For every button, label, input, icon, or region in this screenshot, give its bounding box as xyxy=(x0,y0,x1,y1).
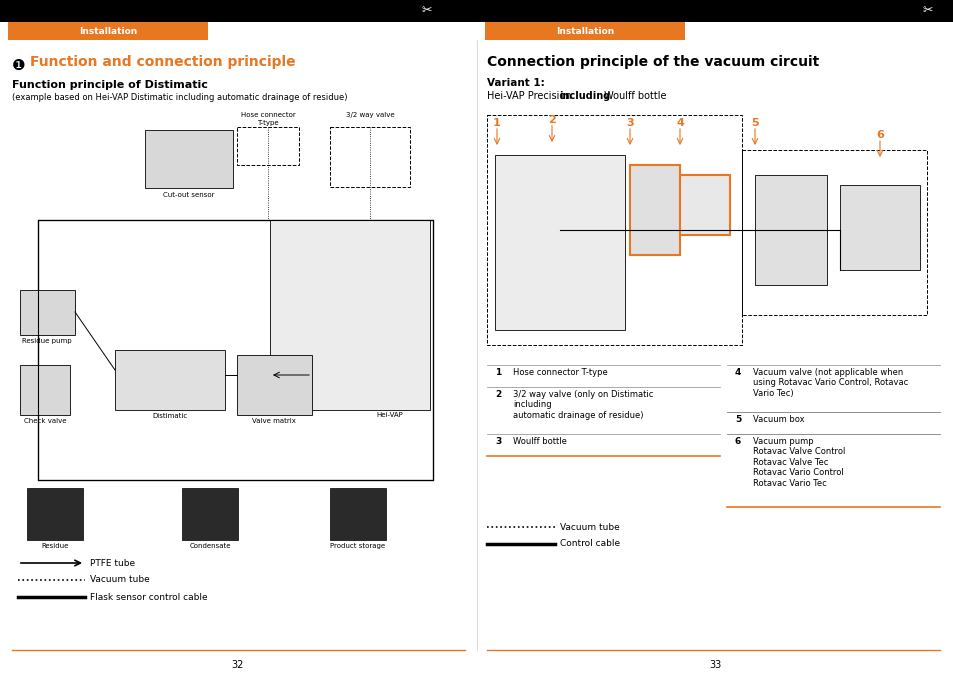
Text: Vacuum pump
Rotavac Valve Control
Rotavac Valve Tec
Rotavac Vario Control
Rotava: Vacuum pump Rotavac Valve Control Rotava… xyxy=(752,437,844,487)
Text: Function and connection principle: Function and connection principle xyxy=(30,55,295,69)
Text: Check valve: Check valve xyxy=(24,418,66,424)
Text: 5: 5 xyxy=(750,118,758,128)
Bar xyxy=(679,175,729,235)
Text: Vacuum box: Vacuum box xyxy=(752,415,803,424)
Text: ✂: ✂ xyxy=(420,5,432,18)
Bar xyxy=(270,220,430,410)
Text: Product storage: Product storage xyxy=(330,543,385,549)
Text: 6: 6 xyxy=(734,437,740,446)
Text: 5: 5 xyxy=(734,415,740,424)
Text: 32: 32 xyxy=(232,660,244,670)
Text: including: including xyxy=(558,91,610,101)
Bar xyxy=(236,127,298,165)
Text: Residue: Residue xyxy=(41,543,69,549)
Text: Hose connector T-type: Hose connector T-type xyxy=(513,368,607,377)
Text: Hei-VAP: Hei-VAP xyxy=(376,412,403,418)
Bar xyxy=(236,355,312,415)
Text: T-type: T-type xyxy=(257,120,278,126)
Text: (example based on Hei-VAP Distimatic including automatic drainage of residue): (example based on Hei-VAP Distimatic inc… xyxy=(12,93,347,102)
Text: 4: 4 xyxy=(734,368,740,377)
Text: Hose connector: Hose connector xyxy=(240,112,295,118)
Text: ❶: ❶ xyxy=(12,58,26,73)
Bar xyxy=(495,155,624,330)
Text: Installation: Installation xyxy=(556,26,614,35)
Bar xyxy=(27,488,83,540)
Bar xyxy=(840,185,919,270)
Bar xyxy=(330,127,410,187)
Text: Installation: Installation xyxy=(79,26,137,35)
Text: 6: 6 xyxy=(875,130,883,140)
Text: 3: 3 xyxy=(625,118,633,128)
Text: Woulff bottle: Woulff bottle xyxy=(600,91,666,101)
Bar xyxy=(145,130,233,188)
Text: Condensate: Condensate xyxy=(189,543,231,549)
Bar xyxy=(754,175,826,285)
Text: Residue pump: Residue pump xyxy=(22,338,71,344)
Bar xyxy=(486,115,741,345)
Bar xyxy=(182,488,237,540)
Text: 3/2 way valve (only on Distimatic
including
automatic drainage of residue): 3/2 way valve (only on Distimatic includ… xyxy=(513,390,653,420)
Bar xyxy=(0,0,953,22)
Bar xyxy=(484,22,684,40)
Bar xyxy=(629,165,679,255)
Text: Distimatic: Distimatic xyxy=(152,413,188,419)
Text: Vacuum tube: Vacuum tube xyxy=(90,575,150,584)
Text: Vacuum tube: Vacuum tube xyxy=(559,523,619,531)
Text: ✂: ✂ xyxy=(921,5,932,18)
Text: 3/2 way valve: 3/2 way valve xyxy=(345,112,394,118)
Text: 4: 4 xyxy=(676,118,683,128)
Text: Variant 1:: Variant 1: xyxy=(486,78,544,88)
Text: Vacuum valve (not applicable when
using Rotavac Vario Control, Rotavac
Vario Tec: Vacuum valve (not applicable when using … xyxy=(752,368,907,398)
Text: Flask sensor control cable: Flask sensor control cable xyxy=(90,592,208,601)
Bar xyxy=(741,150,926,315)
Text: 2: 2 xyxy=(548,115,556,125)
Text: 1: 1 xyxy=(495,368,500,377)
Text: Connection principle of the vacuum circuit: Connection principle of the vacuum circu… xyxy=(486,55,819,69)
Text: Function principle of Distimatic: Function principle of Distimatic xyxy=(12,80,208,90)
Bar xyxy=(115,350,225,410)
Text: 33: 33 xyxy=(708,660,720,670)
Text: 1: 1 xyxy=(493,118,500,128)
Text: 2: 2 xyxy=(495,390,500,399)
Bar xyxy=(8,22,208,40)
Text: 3: 3 xyxy=(495,437,500,446)
Bar xyxy=(20,365,70,415)
Text: PTFE tube: PTFE tube xyxy=(90,559,135,567)
Text: Cut-out sensor: Cut-out sensor xyxy=(163,192,214,198)
Text: Control cable: Control cable xyxy=(559,540,619,548)
Bar xyxy=(38,220,433,480)
Text: Hei-VAP Precision: Hei-VAP Precision xyxy=(486,91,574,101)
Text: Valve matrix: Valve matrix xyxy=(252,418,295,424)
Bar xyxy=(20,290,75,335)
Bar xyxy=(330,488,386,540)
Text: Woulff bottle: Woulff bottle xyxy=(513,437,566,446)
